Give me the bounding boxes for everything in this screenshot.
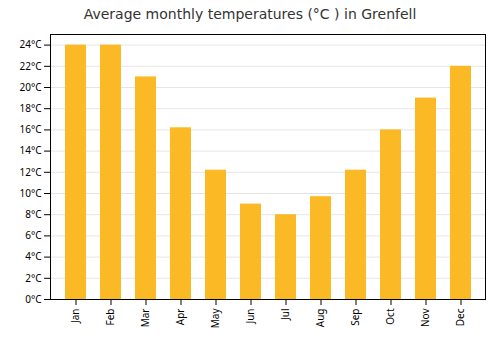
- svg-text:Sep: Sep: [348, 309, 362, 326]
- svg-text:22°C: 22°C: [19, 59, 42, 73]
- svg-text:Oct: Oct: [383, 308, 397, 325]
- svg-text:Aug: Aug: [313, 309, 327, 328]
- html-text:Average monthly temperatures (: Average monthly temperatures (°C ) in Gr…: [83, 6, 417, 22]
- svg-text:May: May: [208, 308, 222, 329]
- svg-text:Jul: Jul: [278, 309, 292, 322]
- svg-text:24°C: 24°C: [19, 37, 42, 51]
- svg-text:20°C: 20°C: [19, 80, 42, 94]
- svg-text:2°C: 2°C: [25, 271, 42, 285]
- svg-text:Nov: Nov: [418, 308, 432, 327]
- svg-text:14°C: 14°C: [19, 143, 42, 157]
- svg-text:18°C: 18°C: [19, 101, 42, 115]
- svg-text:6°C: 6°C: [25, 228, 42, 242]
- svg-text:Apr: Apr: [173, 309, 187, 326]
- svg-text:Feb: Feb: [103, 309, 117, 326]
- svg-text:Dec: Dec: [453, 308, 467, 326]
- svg-text:Jan: Jan: [68, 309, 82, 325]
- svg-text:10°C: 10°C: [19, 186, 42, 200]
- svg-text:Mar: Mar: [138, 309, 152, 328]
- svg-text:16°C: 16°C: [19, 122, 42, 136]
- svg-text:0°C: 0°C: [25, 292, 42, 306]
- svg-text:4°C: 4°C: [25, 249, 42, 263]
- svg-text:8°C: 8°C: [25, 207, 42, 221]
- svg-text:12°C: 12°C: [19, 165, 42, 179]
- svg-text:Jun: Jun: [243, 309, 257, 325]
